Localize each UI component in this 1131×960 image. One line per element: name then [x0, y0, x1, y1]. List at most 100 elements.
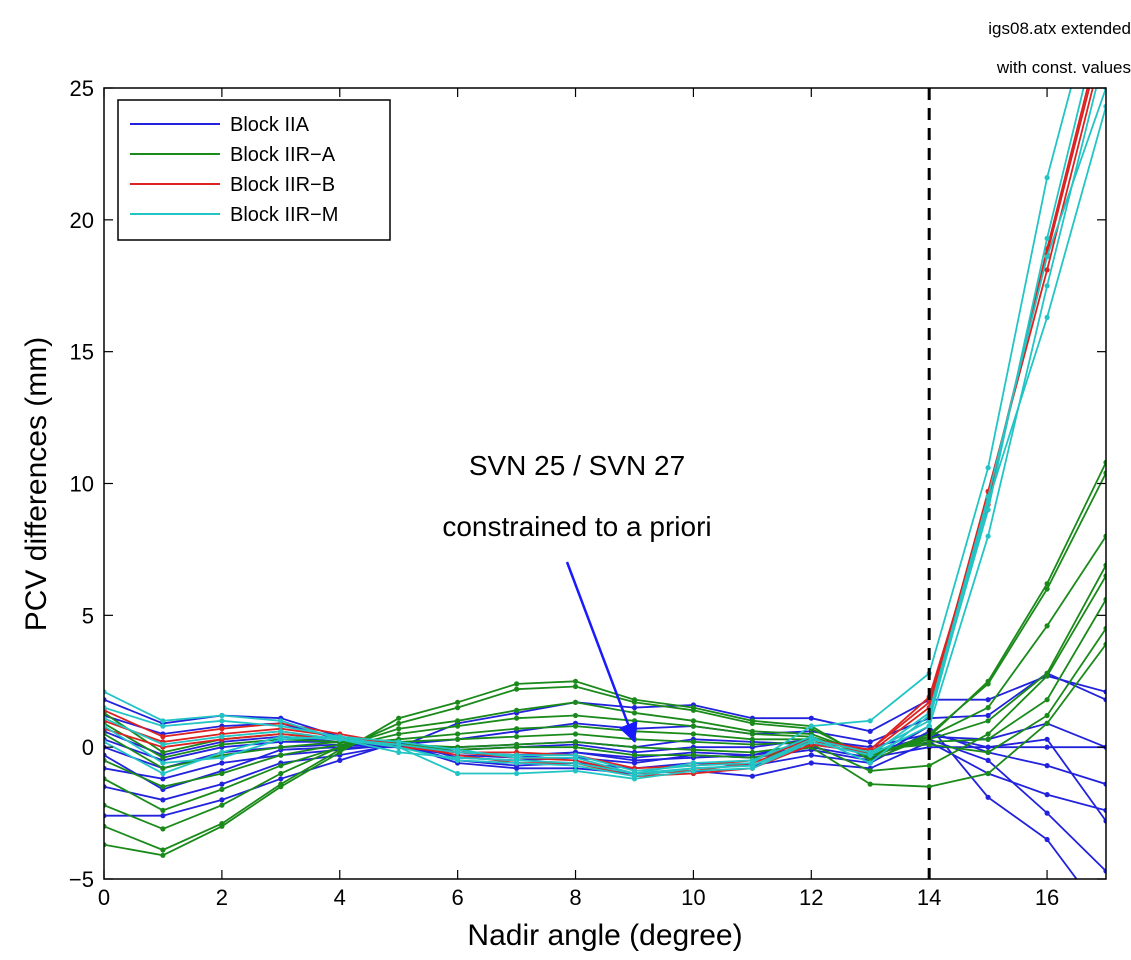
- data-point: [631, 773, 638, 779]
- data-point: [160, 741, 166, 748]
- data-point: [514, 726, 520, 732]
- data-point: [1044, 836, 1050, 843]
- data-point: [1044, 736, 1050, 742]
- data-point: [985, 494, 991, 500]
- data-point: [749, 763, 756, 769]
- data-point: [278, 770, 284, 777]
- data-point: [219, 741, 225, 748]
- data-point: [278, 718, 284, 724]
- data-point: [160, 813, 166, 819]
- data-point: [631, 757, 638, 764]
- y-tick-label: −5: [69, 867, 94, 892]
- data-point: [572, 755, 579, 761]
- data-point: [808, 739, 814, 745]
- data-point: [278, 763, 284, 769]
- data-point: [219, 786, 225, 793]
- series-line-24: [104, 88, 1106, 778]
- series-line-18: [104, 88, 1094, 778]
- data-point: [160, 852, 166, 858]
- data-point: [867, 752, 873, 758]
- data-point: [1044, 697, 1050, 703]
- data-point: [867, 760, 873, 766]
- data-point: [219, 760, 225, 766]
- data-point: [160, 723, 166, 729]
- annotation-line-1: SVN 25 / SVN 27: [469, 450, 685, 481]
- data-point: [337, 736, 343, 742]
- data-point: [219, 726, 225, 732]
- x-tick-label: 0: [98, 885, 110, 910]
- data-point: [160, 755, 166, 761]
- data-point: [514, 681, 520, 687]
- data-point: [219, 781, 225, 787]
- x-tick-label: 6: [452, 885, 464, 910]
- data-point: [631, 710, 638, 716]
- data-point: [514, 741, 520, 748]
- x-tick-label: 16: [1035, 885, 1059, 910]
- data-point: [985, 718, 991, 724]
- data-point: [278, 781, 284, 787]
- data-point: [160, 749, 166, 756]
- data-point: [749, 731, 756, 737]
- data-point: [455, 718, 461, 724]
- data-point: [219, 718, 225, 724]
- data-point: [160, 797, 166, 803]
- series-line-23: [104, 106, 1106, 775]
- legend-label: Block IIR−A: [230, 144, 336, 166]
- data-point: [572, 678, 579, 684]
- data-point: [514, 770, 520, 777]
- data-point: [572, 768, 579, 774]
- data-point: [690, 723, 697, 729]
- series-line-11: [104, 535, 1106, 830]
- data-point: [985, 770, 991, 777]
- y-tick-label: 0: [82, 735, 94, 760]
- data-point: [514, 686, 520, 692]
- data-point: [278, 744, 284, 750]
- data-point: [160, 784, 166, 790]
- data-point: [278, 734, 284, 740]
- data-point: [219, 770, 225, 777]
- data-point: [1044, 283, 1050, 289]
- data-point: [1044, 792, 1050, 798]
- data-point: [514, 734, 520, 740]
- legend-label: Block IIR−M: [230, 204, 338, 226]
- data-point: [631, 699, 638, 705]
- data-point: [631, 705, 638, 711]
- data-point: [985, 731, 991, 737]
- data-point: [867, 768, 873, 774]
- y-tick-label: 25: [70, 76, 94, 101]
- data-point: [278, 752, 284, 758]
- data-point: [749, 736, 756, 742]
- data-point: [160, 734, 166, 740]
- x-tick-label: 12: [799, 885, 823, 910]
- data-point: [572, 744, 579, 750]
- x-tick-label: 8: [569, 885, 581, 910]
- data-point: [985, 681, 991, 687]
- series-line-22: [104, 88, 1098, 780]
- y-tick-label: 5: [82, 603, 94, 628]
- data-point: [690, 765, 697, 771]
- data-point: [1044, 267, 1050, 273]
- data-point: [926, 763, 932, 769]
- data-point: [1044, 175, 1050, 181]
- data-point: [1044, 673, 1050, 679]
- data-point: [572, 739, 579, 745]
- data-point: [985, 697, 991, 703]
- data-point: [985, 712, 991, 719]
- legend: Block IIA Block IIR−A Block IIR−B Block IIR…: [117, 99, 391, 241]
- series-line-12: [104, 564, 1106, 812]
- y-tick-label: 15: [70, 340, 94, 365]
- data-point: [396, 715, 402, 721]
- data-point: [219, 712, 225, 719]
- data-point: [219, 755, 225, 761]
- series-line-9: [104, 462, 1106, 857]
- data-point: [514, 765, 520, 771]
- data-point: [396, 749, 402, 756]
- cutoff-note-line-2: with const. values: [996, 58, 1131, 77]
- legend-label: Block IIR−B: [230, 174, 335, 196]
- data-point: [396, 739, 402, 745]
- data-point: [808, 752, 814, 758]
- x-axis-title: Nadir angle (degree): [467, 919, 742, 952]
- data-point: [1044, 235, 1050, 241]
- data-point: [1103, 12, 1108, 17]
